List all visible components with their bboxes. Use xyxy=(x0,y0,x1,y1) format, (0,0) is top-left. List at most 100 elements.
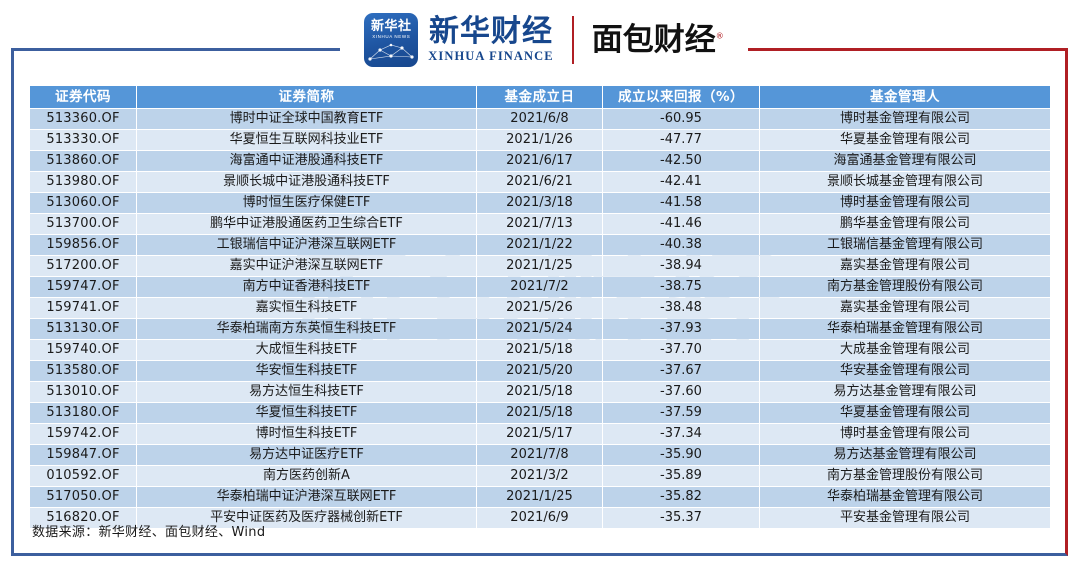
cell-name: 博时中证全球中国教育ETF xyxy=(137,109,477,129)
cell-fund-manager: 易方达基金管理有限公司 xyxy=(760,382,1050,402)
column-header-code: 证券代码 xyxy=(30,86,137,108)
cell-code: 159742.OF xyxy=(30,424,137,444)
mianbao-finance-wordmark: 面包财经® xyxy=(592,24,724,56)
cell-code: 513360.OF xyxy=(30,109,137,129)
table-row: 513130.OF 华泰柏瑞南方东英恒生科技ETF 2021/5/24 -37.93 华… xyxy=(30,319,1050,339)
cell-inception-date: 2021/1/25 xyxy=(477,487,603,507)
table-row: 159856.OF 工银瑞信中证沪港深互联网ETF 2021/1/22 -40.38 工… xyxy=(30,235,1050,255)
cell-inception-date: 2021/3/18 xyxy=(477,193,603,213)
cell-return: -41.58 xyxy=(603,193,760,213)
cell-code: 513060.OF xyxy=(30,193,137,213)
cell-code: 513860.OF xyxy=(30,151,137,171)
cell-inception-date: 2021/5/20 xyxy=(477,361,603,381)
cell-inception-date: 2021/1/26 xyxy=(477,130,603,150)
cell-name: 海富通中证港股通科技ETF xyxy=(137,151,477,171)
cell-inception-date: 2021/6/9 xyxy=(477,508,603,528)
xinhua-badge-cn-label: 新华社 xyxy=(370,19,412,34)
cell-code: 010592.OF xyxy=(30,466,137,486)
cell-fund-manager: 华夏基金管理有限公司 xyxy=(760,403,1050,423)
cell-inception-date: 2021/5/18 xyxy=(477,382,603,402)
cell-inception-date: 2021/1/22 xyxy=(477,235,603,255)
cell-name: 嘉实中证沪港深互联网ETF xyxy=(137,256,477,276)
column-header-fund-manager: 基金管理人 xyxy=(760,86,1050,108)
cell-inception-date: 2021/7/2 xyxy=(477,277,603,297)
cell-code: 513010.OF xyxy=(30,382,137,402)
cell-inception-date: 2021/7/13 xyxy=(477,214,603,234)
table-row: 516820.OF 平安中证医药及医疗器械创新ETF 2021/6/9 -35.37 平… xyxy=(30,508,1050,528)
cell-fund-manager: 工银瑞信基金管理有限公司 xyxy=(760,235,1050,255)
logo-divider xyxy=(571,16,574,64)
cell-code: 513700.OF xyxy=(30,214,137,234)
frame-top-rule-left xyxy=(11,48,341,51)
cell-name: 华夏恒生互联网科技业ETF xyxy=(137,130,477,150)
cell-inception-date: 2021/5/24 xyxy=(477,319,603,339)
cell-inception-date: 2021/3/2 xyxy=(477,466,603,486)
xinhua-news-badge-icon: 新华社 XINHUA NEWS xyxy=(364,13,419,67)
cell-code: 513180.OF xyxy=(30,403,137,423)
cell-code: 513130.OF xyxy=(30,319,137,339)
cell-return: -35.37 xyxy=(603,508,760,528)
cell-inception-date: 2021/6/17 xyxy=(477,151,603,171)
cell-return: -41.46 xyxy=(603,214,760,234)
table-row: 513180.OF 华夏恒生科技ETF 2021/5/18 -37.59 华夏基金管理有… xyxy=(30,403,1050,423)
cell-name: 博时恒生医疗保健ETF xyxy=(137,193,477,213)
cell-code: 159740.OF xyxy=(30,340,137,360)
table-row: 513010.OF 易方达恒生科技ETF 2021/5/18 -37.60 易方达基金管… xyxy=(30,382,1050,402)
frame-right-rule-red xyxy=(1065,48,1068,108)
table-header-row: 证券代码 证券简称 基金成立日 成立以来回报（%） 基金管理人 xyxy=(30,86,1050,108)
cell-name: 平安中证医药及医疗器械创新ETF xyxy=(137,508,477,528)
table-row: 513580.OF 华安恒生科技ETF 2021/5/20 -37.67 华安基金管理有… xyxy=(30,361,1050,381)
cell-code: 517200.OF xyxy=(30,256,137,276)
cell-fund-manager: 嘉实基金管理有限公司 xyxy=(760,256,1050,276)
cell-code: 517050.OF xyxy=(30,487,137,507)
cell-return: -37.70 xyxy=(603,340,760,360)
cell-inception-date: 2021/1/25 xyxy=(477,256,603,276)
cell-name: 嘉实恒生科技ETF xyxy=(137,298,477,318)
table-row: 159741.OF 嘉实恒生科技ETF 2021/5/26 -38.48 嘉实基金管理有… xyxy=(30,298,1050,318)
table-row: 513360.OF 博时中证全球中国教育ETF 2021/6/8 -60.95 博时基金… xyxy=(30,109,1050,129)
cell-return: -37.59 xyxy=(603,403,760,423)
cell-fund-manager: 华安基金管理有限公司 xyxy=(760,361,1050,381)
cell-name: 易方达恒生科技ETF xyxy=(137,382,477,402)
cell-inception-date: 2021/5/18 xyxy=(477,403,603,423)
xinhua-finance-en-label: XINHUA FINANCE xyxy=(428,48,554,63)
cell-code: 513980.OF xyxy=(30,172,137,192)
table-row: 513330.OF 华夏恒生互联网科技业ETF 2021/1/26 -47.77 华夏基… xyxy=(30,130,1050,150)
cell-return: -37.34 xyxy=(603,424,760,444)
cell-return: -37.60 xyxy=(603,382,760,402)
cell-code: 159741.OF xyxy=(30,298,137,318)
cell-name: 大成恒生科技ETF xyxy=(137,340,477,360)
table-row: 513860.OF 海富通中证港股通科技ETF 2021/6/17 -42.50 海富通… xyxy=(30,151,1050,171)
cell-fund-manager: 南方基金管理股份有限公司 xyxy=(760,277,1050,297)
cell-return: -42.50 xyxy=(603,151,760,171)
table-row: 159740.OF 大成恒生科技ETF 2021/5/18 -37.70 大成基金管理有… xyxy=(30,340,1050,360)
table-row: 513060.OF 博时恒生医疗保健ETF 2021/3/18 -41.58 博时基金管… xyxy=(30,193,1050,213)
cell-fund-manager: 华泰柏瑞基金管理有限公司 xyxy=(760,319,1050,339)
fund-performance-table: 证券代码 证券简称 基金成立日 成立以来回报（%） 基金管理人 513360.O… xyxy=(30,85,1050,529)
cell-code: 159856.OF xyxy=(30,235,137,255)
cell-code: 513580.OF xyxy=(30,361,137,381)
cell-fund-manager: 海富通基金管理有限公司 xyxy=(760,151,1050,171)
cell-name: 博时恒生科技ETF xyxy=(137,424,477,444)
cell-name: 易方达中证医疗ETF xyxy=(137,445,477,465)
registered-trademark-icon: ® xyxy=(715,31,724,41)
column-header-name: 证券简称 xyxy=(137,86,477,108)
cell-return: -37.67 xyxy=(603,361,760,381)
cell-code: 513330.OF xyxy=(30,130,137,150)
table-row: 517050.OF 华泰柏瑞中证沪港深互联网ETF 2021/1/25 -35.82 华… xyxy=(30,487,1050,507)
cell-fund-manager: 南方基金管理股份有限公司 xyxy=(760,466,1050,486)
xinhua-finance-wordmark: 新华财经 XINHUA FINANCE xyxy=(428,16,553,64)
cell-fund-manager: 景顺长城基金管理有限公司 xyxy=(760,172,1050,192)
table-row: 159742.OF 博时恒生科技ETF 2021/5/17 -37.34 博时基金管理有… xyxy=(30,424,1050,444)
fund-table-container: 证券代码 证券简称 基金成立日 成立以来回报（%） 基金管理人 513360.O… xyxy=(30,85,1050,529)
cell-return: -38.75 xyxy=(603,277,760,297)
table-row: 159747.OF 南方中证香港科技ETF 2021/7/2 -38.75 南方基金管理… xyxy=(30,277,1050,297)
cell-name: 华泰柏瑞南方东英恒生科技ETF xyxy=(137,319,477,339)
cell-name: 南方医药创新A xyxy=(137,466,477,486)
cell-return: -35.90 xyxy=(603,445,760,465)
cell-code: 516820.OF xyxy=(30,508,137,528)
frame-top-rule-right xyxy=(745,48,1068,51)
xinhua-finance-cn-label: 新华财经 xyxy=(428,14,553,50)
cell-fund-manager: 嘉实基金管理有限公司 xyxy=(760,298,1050,318)
cell-name: 景顺长城中证港股通科技ETF xyxy=(137,172,477,192)
